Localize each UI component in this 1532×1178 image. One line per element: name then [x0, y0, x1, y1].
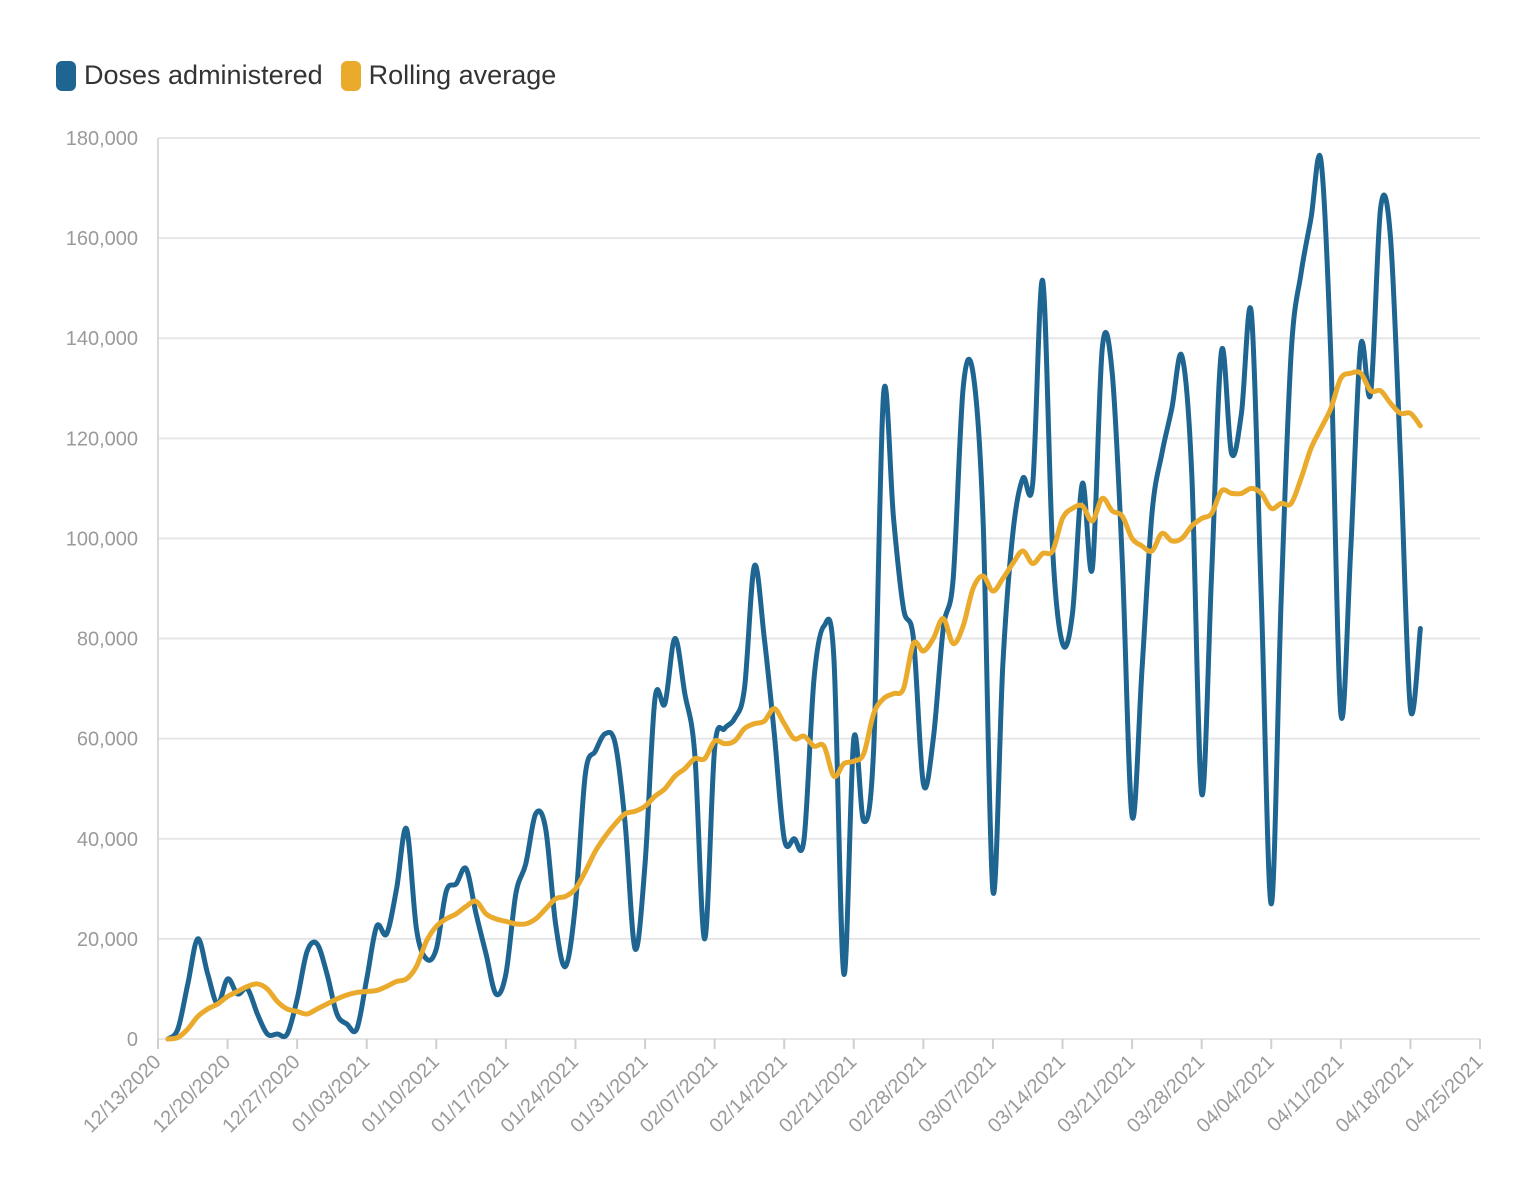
legend-swatch-doses — [56, 60, 76, 91]
y-tick-label: 160,000 — [66, 228, 138, 250]
series-lines — [165, 152, 1423, 1042]
legend-item-rolling-average[interactable]: Rolling average — [340, 60, 557, 91]
y-tick-label: 60,000 — [77, 729, 138, 751]
legend-label-doses: Doses administered — [84, 60, 323, 90]
y-tick-label: 0 — [127, 1029, 138, 1051]
y-axis: 0 20,000 40,000 60,000 80,000 100,000 120,000 1… — [66, 128, 159, 1051]
y-tick-label: 40,000 — [77, 829, 138, 851]
legend-label-rolling-average: Rolling average — [368, 60, 557, 90]
legend-swatch-rolling-average — [340, 60, 361, 91]
y-tick-label: 80,000 — [77, 629, 138, 651]
series-line-rolling-average[interactable] — [165, 369, 1423, 1042]
y-tick-label: 20,000 — [77, 929, 138, 951]
x-axis: 12/13/202012/20/202012/27/202001/03/2021… — [79, 1039, 1488, 1137]
y-tick-label: 140,000 — [66, 328, 138, 350]
y-tick-label: 100,000 — [66, 528, 138, 550]
legend-item-doses[interactable]: Doses administered — [56, 60, 323, 91]
y-tick-label: 120,000 — [66, 428, 138, 450]
legend: Doses administered Rolling average — [56, 60, 556, 91]
y-tick-label: 180,000 — [66, 128, 138, 150]
series-line-doses-administered[interactable] — [165, 152, 1423, 1042]
